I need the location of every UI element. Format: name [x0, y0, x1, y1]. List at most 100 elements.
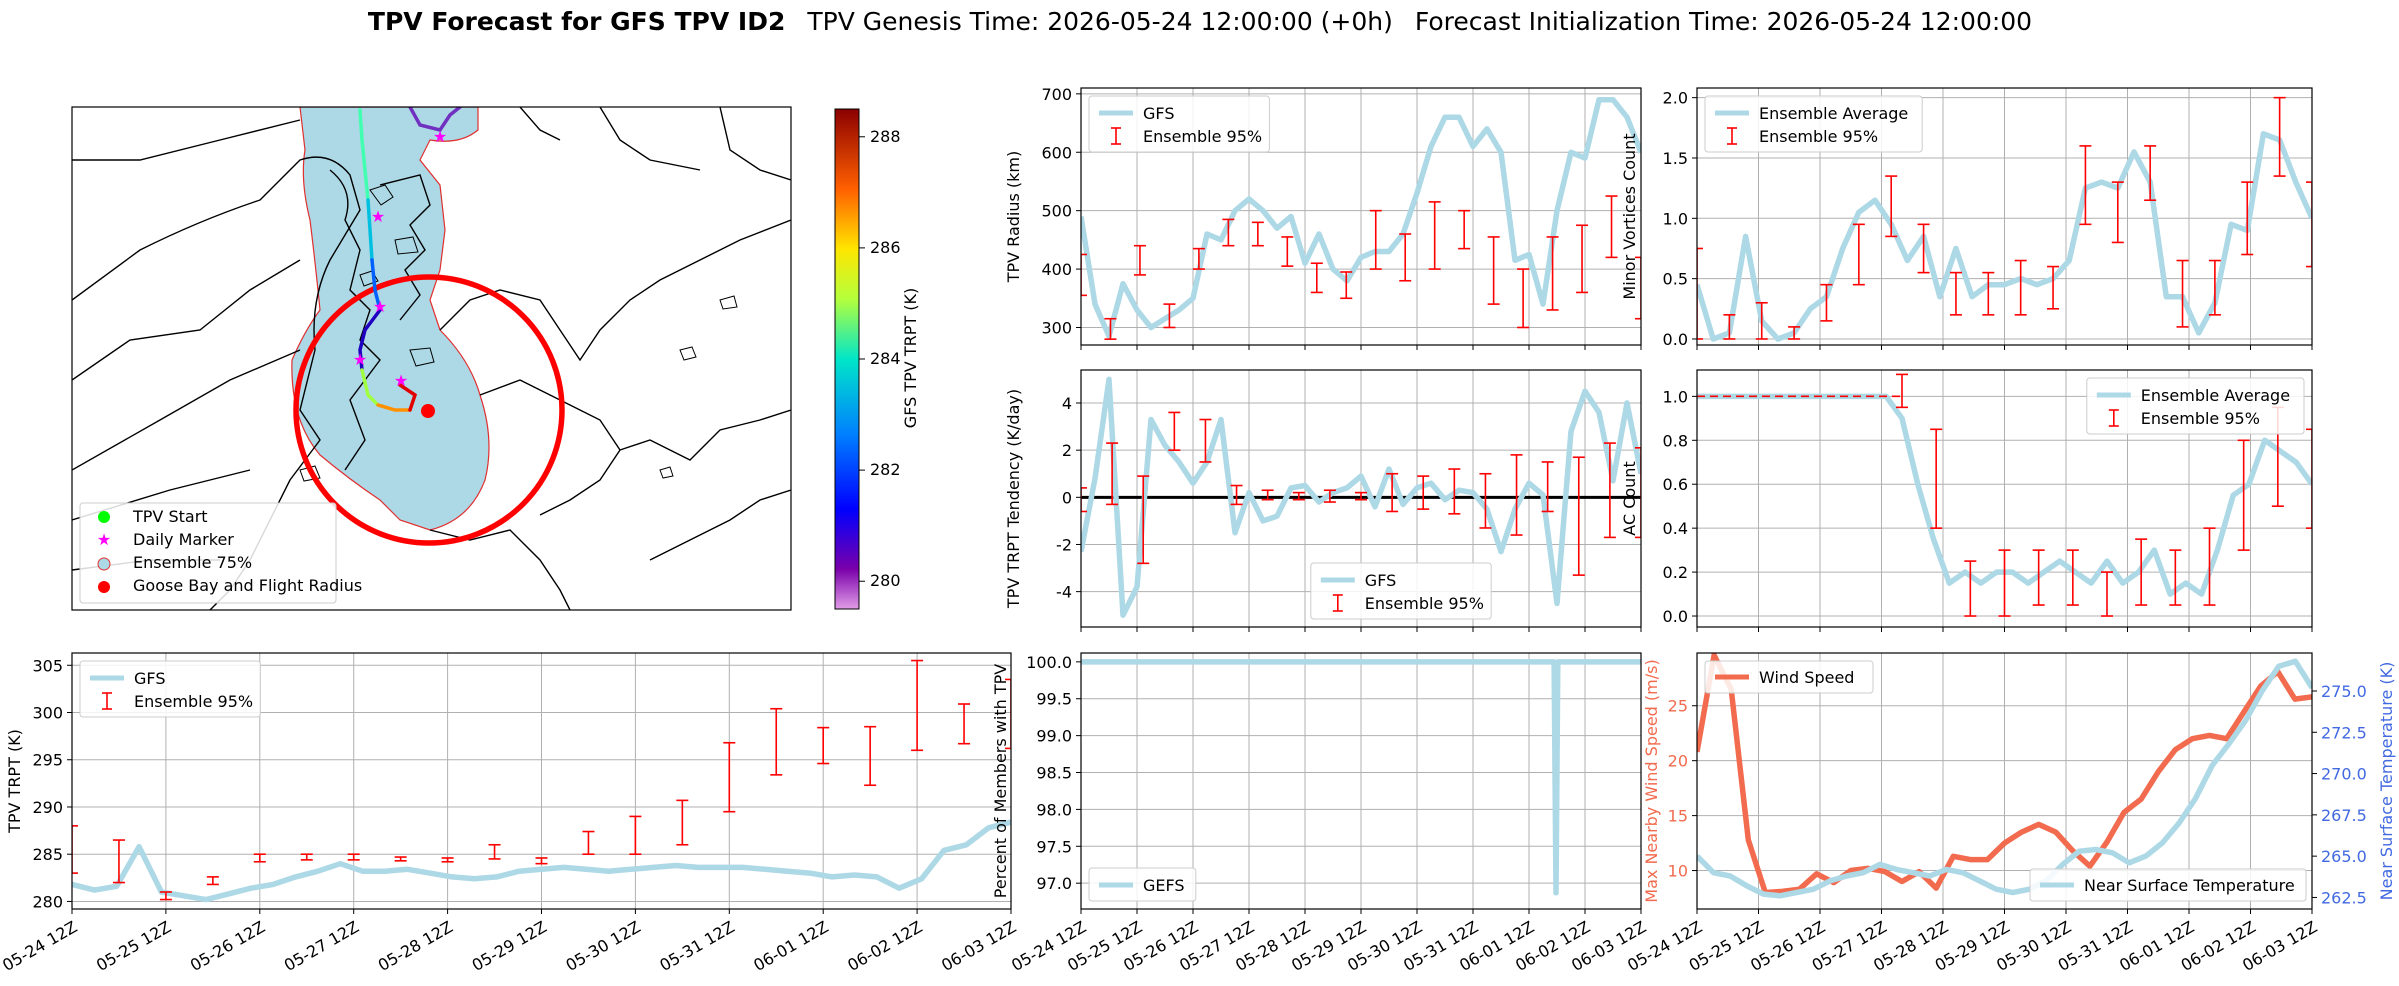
errorbar — [2237, 439, 2250, 551]
map-panel: ★ ★ ★ ★ ★ ★ TPV Start Daily Marker Ensem… — [71, 106, 920, 611]
islands — [299, 184, 738, 482]
errorbar — [1292, 491, 1305, 501]
legend-label: Ensemble 95% — [1365, 594, 1484, 613]
y-tick-label: 300 — [32, 704, 63, 723]
series-line-gfs — [1081, 376, 1641, 618]
y-tick-label: -4 — [1056, 583, 1072, 602]
x-tick-label: 05-25 12Z — [93, 917, 174, 975]
daily-marker: ★ — [373, 297, 387, 316]
colorbar-ticks: 280 282 284 286 288 — [859, 127, 901, 590]
errorbar — [676, 799, 689, 846]
legend-label: Ensemble Average — [1759, 104, 1908, 123]
y-tick-label: 0.2 — [1663, 563, 1688, 582]
colorbar-tick-label: 288 — [870, 127, 901, 146]
series-line-near-surface-temperature — [1697, 658, 2312, 899]
axes-frame — [1696, 652, 2313, 910]
colorbar-tick-label: 284 — [870, 349, 901, 368]
errorbar — [1479, 472, 1492, 529]
errorbar — [253, 853, 266, 863]
axes-frame — [1696, 369, 2313, 628]
errorbar — [2203, 527, 2216, 606]
plot-area — [1081, 96, 1641, 340]
legend-label: Goose Bay and Flight Radius — [133, 576, 362, 595]
map-legend: ★ TPV Start Daily Marker Ensemble 75% Go… — [79, 502, 362, 604]
errorbar — [2079, 145, 2092, 226]
chart-legend: Near Surface Temperature — [2029, 868, 2307, 902]
errorbar — [2306, 428, 2312, 529]
errorbar — [441, 857, 454, 863]
daily-marker: ★ — [394, 371, 408, 390]
errorbar — [629, 815, 642, 856]
flight-radius-circle — [293, 274, 565, 546]
daily-markers: ★ ★ ★ ★ ★ — [353, 127, 447, 390]
title-bold: TPV Forecast for GFS TPV ID2 — [368, 7, 785, 36]
y-tick-label: 700 — [1041, 85, 1072, 104]
legend-label: GFS — [1365, 571, 1396, 590]
errorbar — [1137, 475, 1150, 565]
legend-swatch-errorbar — [1111, 127, 1121, 145]
errorbar — [1755, 301, 1768, 340]
errorbar — [958, 703, 971, 745]
x-tick-label: 05-24 12Z — [0, 917, 80, 975]
errorbar — [2014, 259, 2027, 316]
chart-legend: GEFS — [1088, 867, 1197, 902]
daily-marker: ★ — [353, 350, 367, 369]
errorbar — [1723, 314, 1736, 340]
errorbar — [394, 856, 407, 862]
errorbar — [1517, 268, 1530, 329]
chart-ac: 0.0 0.2 0.4 0.6 0.8 1.0 AC Count Ensemble Avera… — [1620, 369, 2313, 632]
colorbar-tick-label: 280 — [870, 571, 901, 590]
grid — [1696, 653, 2313, 909]
x-tick-label: 06-03 12Z — [938, 917, 1019, 975]
x-tick-label: 05-30 12Z — [563, 917, 644, 975]
y-tick-label: 4 — [1062, 394, 1072, 413]
errorbar — [1964, 560, 1977, 617]
y-tick-label: 97.0 — [1036, 874, 1072, 893]
colorbar-tick-label: 286 — [870, 238, 901, 257]
y2-tick-label: 270.0 — [2321, 765, 2367, 784]
legend-label: Wind Speed — [1759, 668, 1854, 687]
y-tick-label: 1.0 — [1663, 387, 1688, 406]
errorbar — [1605, 195, 1618, 259]
tpv-track — [358, 107, 462, 412]
legend-label: Near Surface Temperature — [2084, 876, 2295, 895]
chart-trpt: 05-24 12Z 05-25 12Z 05-26 12Z 05-27 12Z 05-2… — [0, 652, 1019, 975]
errorbar — [2306, 181, 2312, 268]
errorbar — [1546, 236, 1559, 311]
y2-tick-label: 272.5 — [2321, 723, 2367, 742]
y-axis-label: Minor Vortices Count — [1620, 133, 1639, 299]
errorbar — [1697, 247, 1703, 340]
chart-tendency: -4 -2 0 2 4 TPV TRPT Tendency (K/day) GFS Ensem… — [1004, 369, 1642, 632]
plot-area — [1697, 96, 2312, 342]
daily-marker: ★ — [433, 127, 447, 146]
legend-frame — [1310, 562, 1492, 620]
goose-bay-marker — [421, 404, 435, 418]
errorbar — [1323, 489, 1336, 503]
errorbar — [1458, 209, 1471, 250]
legend-label: Ensemble 95% — [1143, 127, 1262, 146]
y-tick-label: 295 — [32, 751, 63, 770]
y-tick-label: 97.5 — [1036, 837, 1072, 856]
errorbar — [1230, 484, 1243, 506]
y-tick-label: 98.5 — [1036, 764, 1072, 783]
errorbar — [1386, 472, 1399, 513]
errorbar — [1635, 447, 1641, 539]
errorbar — [1788, 326, 1801, 340]
errorbar — [1369, 209, 1382, 270]
y-tick-label: 100.0 — [1026, 653, 1072, 672]
legend-frame — [1704, 660, 1874, 694]
errorbar — [2032, 549, 2045, 606]
series-line-ensemble-average — [1697, 131, 2312, 342]
x-tick-label: 06-01 12Z — [750, 917, 831, 975]
errorbar — [1487, 236, 1500, 305]
legend-label: Ensemble 95% — [1759, 127, 1878, 146]
y-tick-label: 280 — [32, 892, 63, 911]
errorbar — [911, 659, 924, 752]
tpv-start-icon — [98, 511, 110, 523]
y-tick-label: 0.6 — [1663, 475, 1688, 494]
errorbar — [1428, 201, 1441, 270]
y-tick-label: 300 — [1041, 318, 1072, 337]
errorbar — [72, 825, 78, 874]
colorbar-tick-label: 282 — [870, 460, 901, 479]
legend-frame — [1088, 867, 1197, 902]
